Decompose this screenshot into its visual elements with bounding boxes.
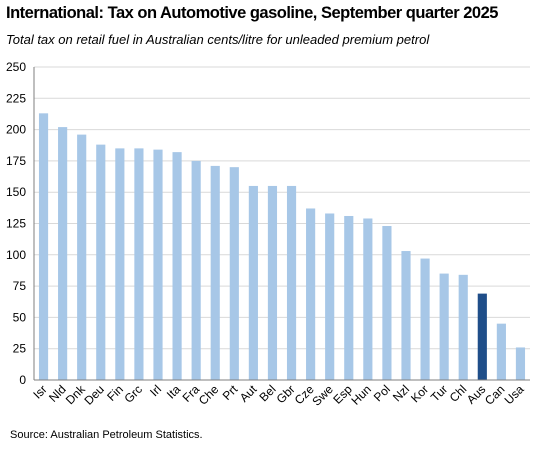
source-note: Source: Australian Petroleum Statistics. <box>10 429 203 441</box>
bar-nld <box>58 127 68 380</box>
y-tick-labels: 0 25 50 75 100 125 150 175 200 225 250 <box>6 60 26 387</box>
x-tick-label: Che <box>196 382 222 408</box>
x-tick-label: Ita <box>164 382 184 402</box>
y-tick-label: 250 <box>6 60 26 74</box>
axes <box>33 67 530 381</box>
bar-prt <box>229 167 239 380</box>
bar-irl <box>153 149 163 380</box>
bar-aus <box>477 293 487 380</box>
x-tick-label: Prt <box>220 382 241 403</box>
bar-pol <box>382 226 392 380</box>
bar-cze <box>306 208 316 380</box>
bar-tur <box>439 273 449 380</box>
bar-aut <box>248 185 258 380</box>
bar-swe <box>325 213 335 380</box>
y-tick-label: 200 <box>6 123 26 137</box>
bar-fra <box>191 160 201 380</box>
bar-can <box>496 323 506 380</box>
y-tick-label: 225 <box>6 91 26 105</box>
y-tick-label: 125 <box>6 217 26 231</box>
y-tick-label: 100 <box>6 248 26 262</box>
bar-kor <box>420 258 430 380</box>
bar-deu <box>96 144 106 380</box>
y-tick-label: 75 <box>13 279 27 293</box>
x-tick-label: Pol <box>371 382 393 404</box>
gridlines <box>34 66 530 350</box>
chart-subtitle: Total tax on retail fuel in Australian c… <box>6 32 430 47</box>
bar-bel <box>267 185 278 380</box>
x-tick-label: Usa <box>502 382 527 407</box>
x-tick-label: Fin <box>104 382 126 404</box>
x-tick-label: Irl <box>147 382 164 399</box>
bars <box>38 113 526 380</box>
y-tick-label: 150 <box>6 185 26 199</box>
bar-fin <box>115 148 125 380</box>
bar-nzl <box>401 251 411 380</box>
x-tick-label: Grc <box>121 382 145 406</box>
x-tick-label: Nzl <box>390 382 412 404</box>
bar-gbr <box>286 185 297 380</box>
bar-dnk <box>77 134 87 380</box>
chart-title: International: Tax on Automotive gasolin… <box>6 4 498 22</box>
y-tick-label: 175 <box>6 154 26 168</box>
bar-esp <box>344 215 354 380</box>
bar-grc <box>134 148 144 380</box>
bar-isr <box>38 113 49 380</box>
x-tick-label: Bel <box>256 382 278 404</box>
bar-ita <box>172 152 182 380</box>
y-tick-label: 50 <box>13 310 27 324</box>
bar-hun <box>363 218 373 380</box>
x-tick-label: Deu <box>81 382 106 407</box>
bar-chl <box>458 274 468 380</box>
bar-che <box>210 165 220 380</box>
x-tick-label: Isr <box>30 382 49 401</box>
bar-usa <box>515 347 526 380</box>
y-tick-label: 25 <box>13 342 27 356</box>
y-tick-label: 0 <box>19 373 26 387</box>
